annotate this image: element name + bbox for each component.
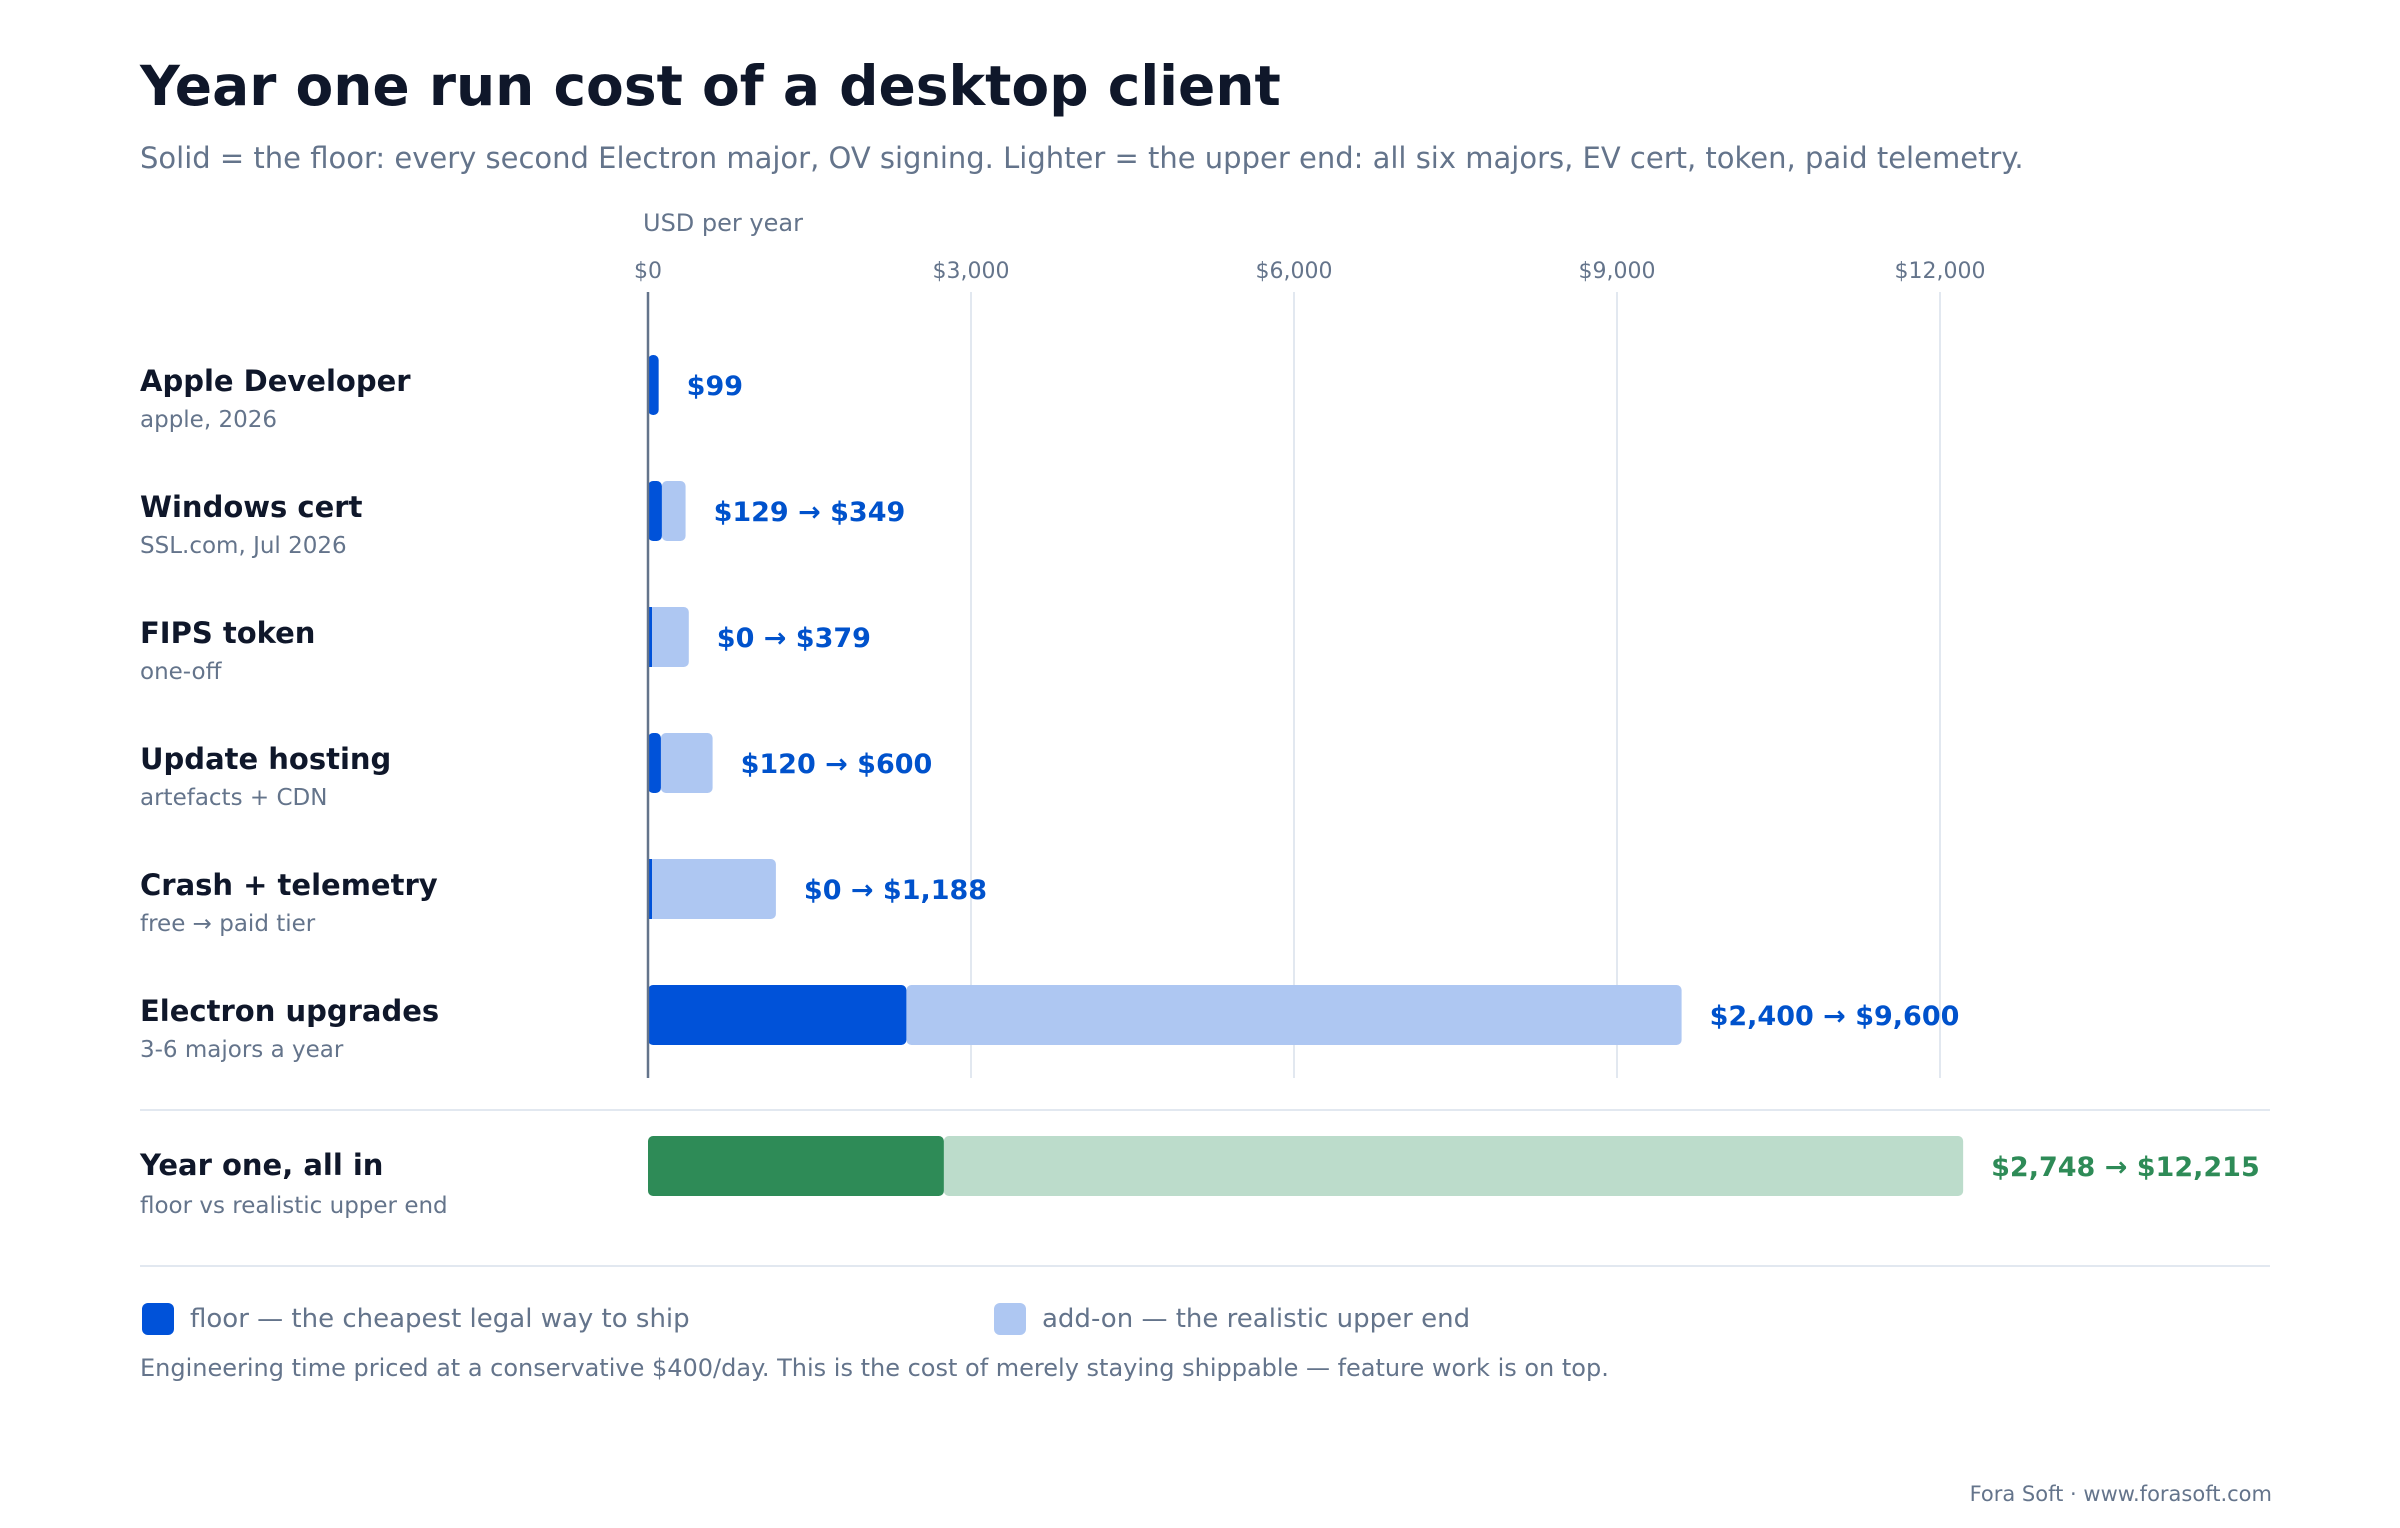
- total-divider-bottom: [140, 1265, 2270, 1267]
- row-0-floor-bar: [648, 355, 659, 415]
- chart-subtitle: Solid = the floor: every second Electron…: [140, 141, 2024, 175]
- x-tick-label: $9,000: [1579, 259, 1656, 284]
- row-4-floor-bar: [648, 859, 652, 919]
- total-sublabel: floor vs realistic upper end: [140, 1193, 448, 1219]
- row-5-addon-bar: [906, 985, 1682, 1045]
- x-tick-label: $3,000: [933, 259, 1010, 284]
- row-1-floor-bar: [648, 481, 662, 541]
- x-tick-label: $6,000: [1256, 259, 1333, 284]
- legend-label-floor: floor — the cheapest legal way to ship: [190, 1304, 690, 1334]
- row-3-value-label: $120 → $600: [741, 749, 933, 780]
- row-label-windows-cert: Windows cert: [140, 490, 363, 524]
- row-4-addon-bar: [648, 859, 776, 919]
- axis-unit-label: USD per year: [643, 209, 803, 237]
- row-3-floor-bar: [648, 733, 661, 793]
- total-divider-top: [140, 1109, 2270, 1111]
- row-2-value-label: $0 → $379: [717, 623, 871, 654]
- row-2-floor-bar: [648, 607, 652, 667]
- row-label-electron-upgrades: Electron upgrades: [140, 994, 440, 1028]
- legend-swatch-addon: [994, 1303, 1026, 1335]
- row-sublabel-fips-token: one-off: [140, 659, 222, 685]
- row-sublabel-electron-upgrades: 3-6 majors a year: [140, 1037, 344, 1063]
- row-4-value-label: $0 → $1,188: [804, 875, 987, 906]
- row-3-addon-bar: [660, 733, 713, 793]
- row-0-value-label: $99: [687, 371, 743, 402]
- row-2-addon-bar: [648, 607, 689, 667]
- chart-title: Year one run cost of a desktop client: [140, 54, 1281, 118]
- row-sublabel-windows-cert: SSL.com, Jul 2026: [140, 533, 347, 559]
- total-value-label: $2,748 → $12,215: [1991, 1152, 2260, 1183]
- row-1-addon-bar: [661, 481, 686, 541]
- row-5-value-label: $2,400 → $9,600: [1710, 1001, 1960, 1032]
- total-floor-bar: [648, 1136, 944, 1196]
- row-1-value-label: $129 → $349: [714, 497, 906, 528]
- x-tick-label: $12,000: [1895, 259, 1986, 284]
- row-label-fips-token: FIPS token: [140, 616, 316, 650]
- row-sublabel-crash-telemetry: free → paid tier: [140, 911, 316, 937]
- credit: Fora Soft · www.forasoft.com: [1969, 1482, 2272, 1506]
- x-tick-label: $0: [634, 259, 662, 284]
- row-label-update-hosting: Update hosting: [140, 742, 392, 776]
- row-sublabel-apple-developer: apple, 2026: [140, 407, 277, 433]
- row-sublabel-update-hosting: artefacts + CDN: [140, 785, 328, 811]
- legend-label-addon: add-on — the realistic upper end: [1042, 1304, 1471, 1334]
- total-label: Year one, all in: [140, 1148, 384, 1182]
- row-label-crash-telemetry: Crash + telemetry: [140, 868, 438, 902]
- legend-swatch-floor: [142, 1303, 174, 1335]
- footnote: Engineering time priced at a conservativ…: [140, 1354, 1609, 1382]
- total-addon-bar: [943, 1136, 1964, 1196]
- row-5-floor-bar: [648, 985, 907, 1045]
- row-label-apple-developer: Apple Developer: [140, 364, 411, 398]
